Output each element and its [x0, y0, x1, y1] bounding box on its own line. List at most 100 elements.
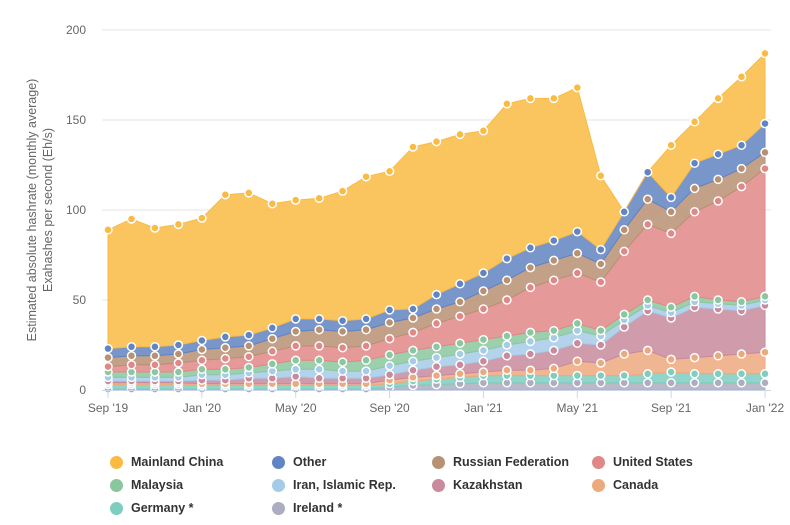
point-united-states [619, 246, 629, 257]
point-malaysia [220, 364, 231, 375]
point-ireland [713, 378, 723, 388]
legend-item-germany[interactable]: Germany * [110, 501, 194, 515]
legend-item-iran-islamic-rep[interactable]: Iran, Islamic Rep. [272, 478, 396, 492]
point-united-states [173, 358, 184, 368]
point-russian-federation [619, 225, 629, 235]
point-malaysia [596, 325, 606, 336]
point-russian-federation [760, 147, 770, 158]
point-russian-federation [549, 255, 559, 266]
point-russian-federation [173, 349, 184, 359]
legend-label: Malaysia [131, 478, 184, 492]
x-tick-label: Sep '20 [369, 401, 410, 415]
point-russian-federation [502, 275, 512, 285]
point-united-states [197, 355, 207, 366]
point-mainland-china [337, 186, 348, 196]
point-russian-federation [244, 341, 254, 351]
point-mainland-china [290, 195, 301, 205]
legend-item-malaysia[interactable]: Malaysia [110, 478, 183, 492]
point-germany [736, 369, 747, 379]
point-canada [478, 367, 489, 377]
legend-dot-icon [592, 455, 605, 469]
legend-item-united-states[interactable]: United States [592, 455, 693, 469]
point-iran-islamic-rep [290, 364, 301, 375]
point-other [572, 226, 583, 237]
point-kazakhstan [572, 338, 583, 348]
point-other [408, 304, 418, 314]
point-other [525, 243, 536, 253]
point-united-states [478, 304, 489, 314]
point-other [455, 279, 465, 289]
x-axis-ticks: Sep '19 Jan '20 May '20 Sep '20 Jan '21 May '… [88, 390, 785, 415]
point-canada [666, 354, 676, 365]
point-united-states [126, 360, 137, 370]
y-tick-label: 50 [73, 293, 87, 307]
point-russian-federation [596, 259, 606, 269]
point-united-states [244, 351, 254, 362]
point-mainland-china [314, 193, 324, 204]
point-malaysia [736, 297, 747, 307]
x-tick-label: Jan '22 [746, 401, 785, 415]
legend-item-kazakhstan[interactable]: Kazakhstan [432, 478, 522, 492]
point-russian-federation [431, 304, 442, 314]
point-ireland [666, 378, 676, 388]
point-iran-islamic-rep [431, 352, 442, 363]
point-malaysia [290, 355, 301, 366]
x-tick-label: Jan '21 [464, 401, 503, 415]
point-mainland-china [736, 72, 747, 82]
point-kazakhstan [431, 361, 442, 372]
legend-item-ireland[interactable]: Ireland * [272, 501, 342, 515]
point-canada [525, 365, 536, 375]
point-ireland [760, 378, 770, 388]
point-other [549, 235, 559, 246]
point-other [596, 244, 606, 255]
point-mainland-china [525, 93, 536, 104]
legend-dot-icon [432, 478, 445, 492]
legend-item-mainland-china[interactable]: Mainland China [110, 455, 223, 469]
point-mainland-china [150, 223, 160, 233]
point-germany [760, 369, 770, 379]
point-iran-islamic-rep [502, 340, 512, 350]
point-malaysia [408, 345, 418, 356]
point-mainland-china [103, 225, 113, 235]
point-other [760, 118, 770, 129]
legend-item-canada[interactable]: Canada [592, 478, 658, 492]
point-russian-federation [642, 194, 653, 204]
point-malaysia [642, 295, 653, 305]
x-tick-label: May '20 [275, 401, 317, 415]
legend-label: Mainland China [131, 455, 224, 469]
point-germany [642, 369, 653, 379]
point-kazakhstan [478, 356, 489, 366]
point-kazakhstan [384, 369, 395, 380]
point-other [478, 268, 489, 278]
point-other [197, 335, 207, 346]
point-malaysia [337, 357, 348, 367]
point-other [431, 289, 442, 300]
stacked-areas [107, 52, 766, 391]
point-united-states [314, 341, 324, 351]
point-malaysia [384, 350, 395, 360]
point-iran-islamic-rep [384, 360, 395, 371]
point-russian-federation [361, 324, 371, 335]
point-iran-islamic-rep [314, 364, 324, 375]
point-united-states [689, 207, 700, 217]
point-other [244, 330, 254, 340]
point-other [384, 305, 395, 315]
point-mainland-china [502, 99, 512, 109]
point-iran-islamic-rep [478, 345, 489, 356]
point-united-states [713, 196, 723, 206]
point-kazakhstan [502, 351, 512, 361]
point-other [337, 315, 348, 326]
point-kazakhstan [314, 373, 324, 384]
point-other [173, 340, 184, 350]
point-other [267, 323, 278, 333]
legend-label: Canada [613, 478, 659, 492]
point-mainland-china [713, 93, 723, 104]
point-ireland [736, 378, 747, 388]
legend-item-russian-federation[interactable]: Russian Federation [432, 455, 569, 469]
point-united-states [596, 277, 606, 287]
legend-item-other[interactable]: Other [272, 455, 326, 469]
point-canada [642, 345, 653, 356]
point-united-states [549, 275, 559, 285]
point-united-states [150, 360, 160, 370]
legend-dot-icon [110, 455, 123, 469]
